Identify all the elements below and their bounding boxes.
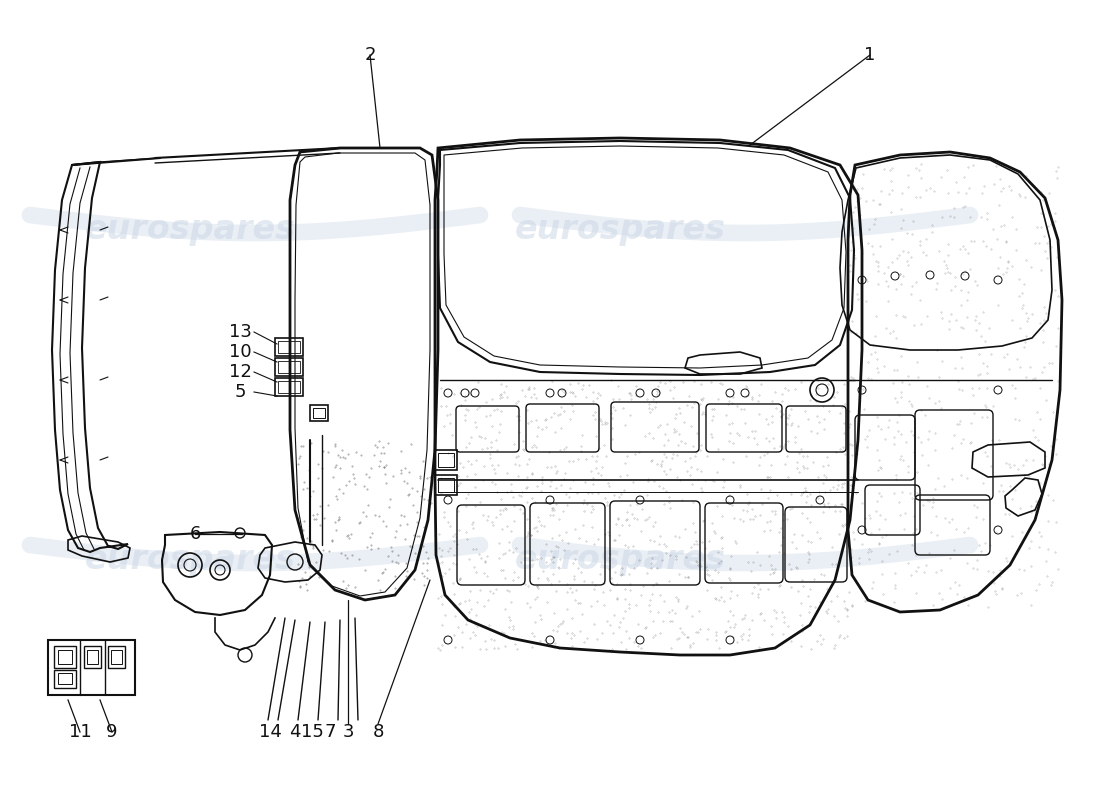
Bar	[434, 475, 456, 495]
Bar	[310, 405, 328, 421]
Text: 5: 5	[234, 383, 245, 401]
Text: 1: 1	[865, 46, 876, 64]
Text: 2: 2	[364, 46, 376, 64]
Bar	[275, 378, 302, 396]
Bar	[58, 673, 72, 684]
Text: 3: 3	[342, 723, 354, 741]
Bar	[278, 381, 300, 393]
Bar	[278, 341, 300, 353]
Bar	[438, 453, 454, 467]
Text: 12: 12	[229, 363, 252, 381]
Bar	[438, 478, 454, 492]
Text: 11: 11	[68, 723, 91, 741]
Text: 13: 13	[229, 323, 252, 341]
Bar	[314, 408, 324, 418]
Text: eurospares: eurospares	[515, 543, 726, 577]
Text: 4: 4	[289, 723, 300, 741]
Bar	[275, 338, 302, 356]
Bar	[48, 640, 135, 695]
Text: 6: 6	[189, 525, 200, 543]
Bar	[108, 646, 125, 668]
Bar	[275, 358, 302, 376]
Text: eurospares: eurospares	[515, 214, 726, 246]
Bar	[111, 650, 122, 664]
Text: 14: 14	[258, 723, 282, 741]
Text: 10: 10	[229, 343, 251, 361]
Text: 15: 15	[300, 723, 323, 741]
Text: eurospares: eurospares	[85, 543, 296, 577]
Bar	[278, 361, 300, 373]
Text: 7: 7	[324, 723, 336, 741]
Bar	[87, 650, 98, 664]
Text: eurospares: eurospares	[85, 214, 296, 246]
Text: 9: 9	[107, 723, 118, 741]
Bar	[54, 670, 76, 688]
Bar	[58, 650, 72, 664]
Bar	[84, 646, 101, 668]
Text: 8: 8	[372, 723, 384, 741]
Bar	[54, 646, 76, 668]
Bar	[434, 450, 456, 470]
